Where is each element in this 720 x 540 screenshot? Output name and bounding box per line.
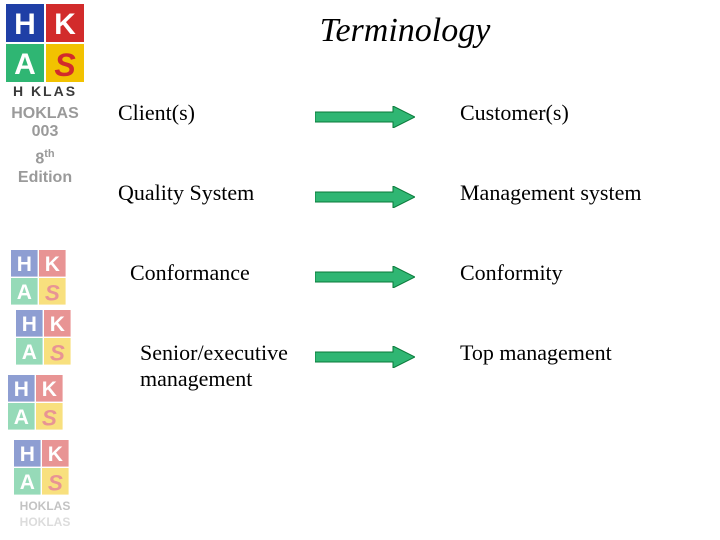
svg-text:K: K [54,8,76,41]
svg-text:K: K [48,443,63,466]
new-term: Conformity [430,260,710,286]
term-row: Conformance Conformity [100,260,710,288]
sidebar-line1: HOKLAS [0,105,90,123]
svg-text:A: A [22,341,37,364]
arrow-icon [315,106,415,128]
svg-text:S: S [54,47,76,83]
svg-text:H KLAS: H KLAS [13,83,77,99]
svg-text:H: H [22,313,37,336]
old-term: Conformance [100,260,300,286]
new-term: Customer(s) [430,100,710,126]
svg-text:A: A [14,406,29,429]
svg-text:S: S [42,405,57,430]
svg-text:H: H [14,378,29,401]
svg-text:A: A [14,48,36,81]
svg-text:K: K [42,378,57,401]
arrow-cell [300,100,430,128]
logo-watermark-stack: H K A S H K A S H K A S H [6,250,84,540]
svg-text:H: H [17,253,32,276]
old-term: Quality System [100,180,300,206]
term-row: Quality System Management system [100,180,710,208]
svg-text:HOKLAS: HOKLAS [20,515,71,529]
sidebar-caption: HOKLAS 003 8th Edition [0,105,90,187]
arrow-icon [315,186,415,208]
svg-text:H: H [14,8,36,41]
arrow-icon [315,266,415,288]
svg-text:HOKLAS: HOKLAS [20,499,71,513]
arrow-cell [300,180,430,208]
svg-text:S: S [50,340,65,365]
page-title: Terminology [90,12,720,50]
svg-text:K: K [45,253,60,276]
svg-text:A: A [20,471,35,494]
arrow-icon [315,346,415,368]
term-row: Senior/executive management Top manageme… [100,340,710,392]
logo-primary: H K A S H KLAS [6,4,84,99]
sidebar-line2: 003 [0,123,90,141]
term-row: Client(s) Customer(s) [100,100,710,128]
svg-text:S: S [48,470,63,495]
arrow-cell [300,340,430,368]
old-term: Client(s) [100,100,300,126]
sidebar: H K A S H KLAS HOKLAS 003 8th Edition H … [0,0,90,540]
svg-text:H: H [20,443,35,466]
svg-text:A: A [17,281,32,304]
terminology-table: Client(s) Customer(s) Quality System Man… [100,100,710,530]
new-term: Top management [430,340,710,366]
sidebar-edition-word: Edition [0,169,90,187]
new-term: Management system [430,180,710,206]
arrow-cell [300,260,430,288]
sidebar-edition: 8th [0,148,90,169]
svg-text:K: K [50,313,65,336]
svg-text:S: S [45,280,60,305]
old-term: Senior/executive management [100,340,300,392]
